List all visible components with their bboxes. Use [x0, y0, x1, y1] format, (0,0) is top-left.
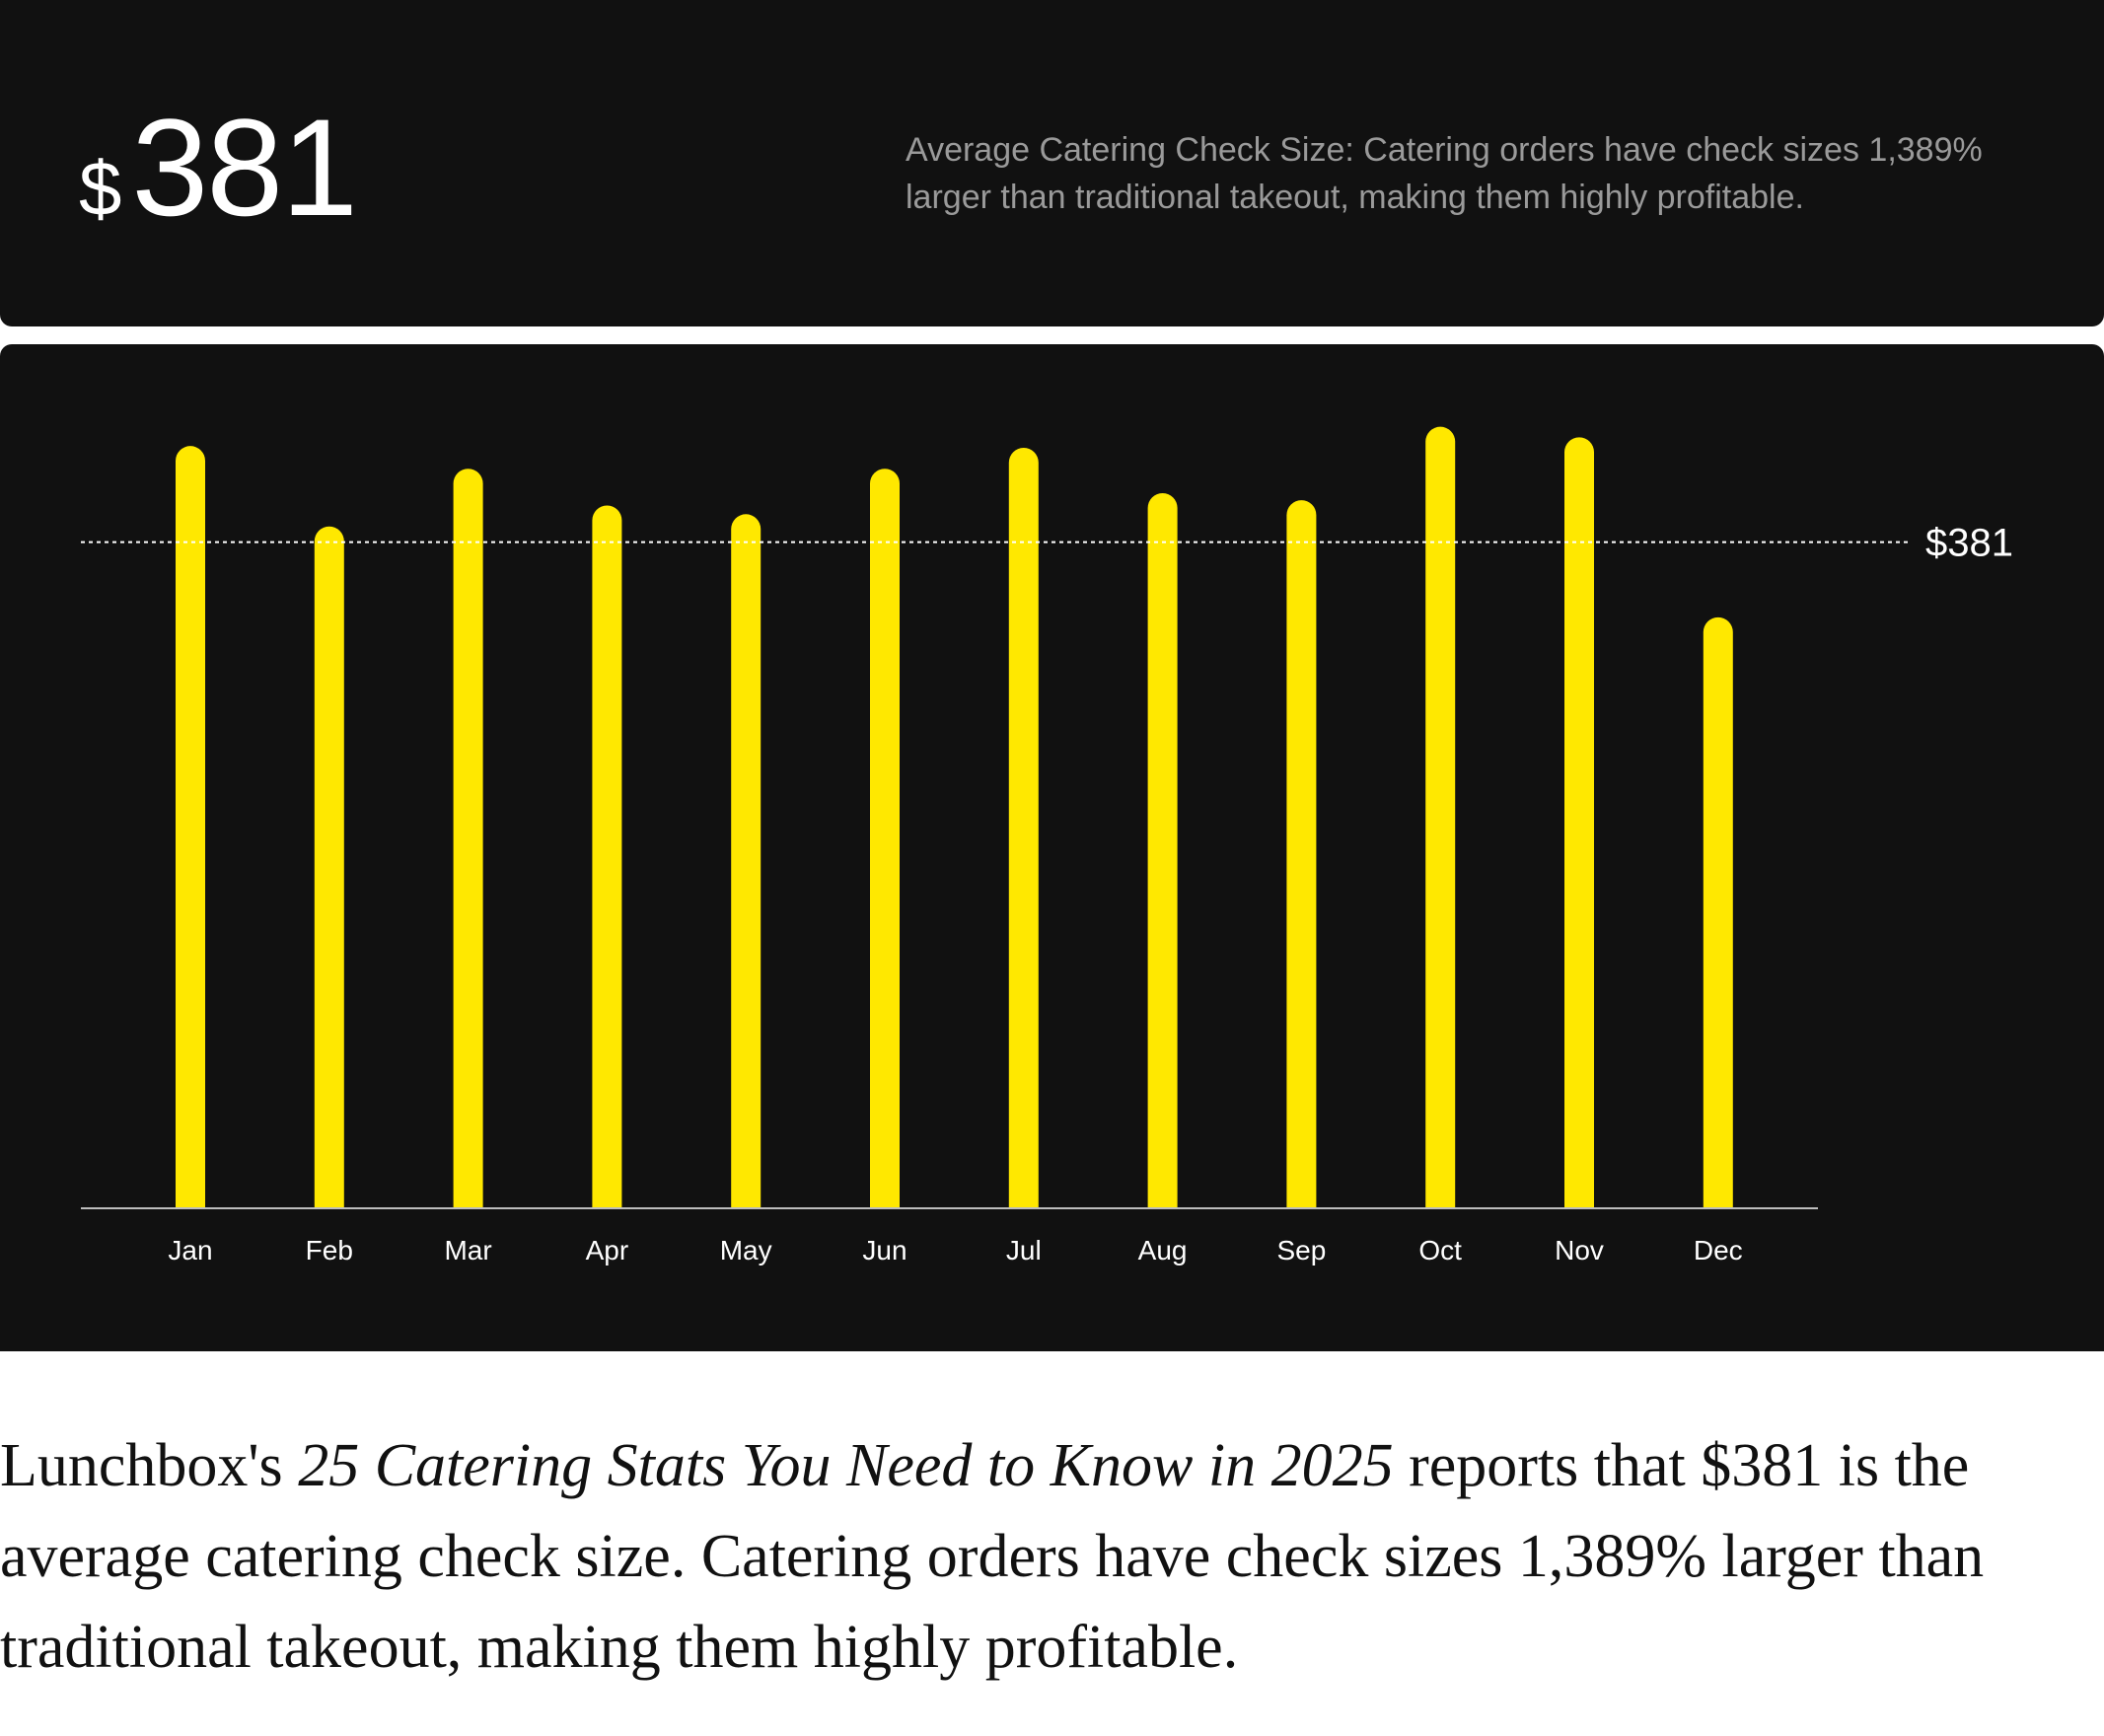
bar-dec: [1703, 616, 1733, 1223]
chart-panel: $381 Jan Feb Mar Apr May Jun Jul Aug Sep Oct Nov De…: [0, 344, 2104, 1351]
average-reference-label: $381: [1925, 522, 2013, 565]
bar-may: [731, 514, 762, 1223]
stat-description: Average Catering Check Size: Catering or…: [906, 131, 1983, 216]
x-tick-label-sep: Sep: [1276, 1235, 1326, 1266]
average-check-value: $ 381: [79, 90, 358, 245]
x-tick-label-apr: Apr: [586, 1235, 629, 1266]
x-tick-label-mar: Mar: [444, 1235, 491, 1266]
bar-chart: $381 Jan Feb Mar Apr May Jun Jul Aug Sep Oct Nov De…: [0, 426, 2104, 1266]
bar-jun: [870, 469, 900, 1223]
x-tick-label-jan: Jan: [168, 1235, 212, 1266]
bar-jul: [1008, 447, 1039, 1223]
bar-mar: [453, 469, 483, 1223]
caption: Lunchbox's 25 Catering Stats You Need to…: [0, 1420, 2104, 1693]
x-tick-label-nov: Nov: [1555, 1235, 1604, 1266]
summary-panel: $ 381 Average Catering Check Size: Cater…: [0, 0, 2104, 326]
caption-intro: Lunchbox's: [0, 1432, 299, 1499]
bar-feb: [314, 526, 344, 1223]
bar-jan: [176, 446, 205, 1223]
bar-nov: [1564, 437, 1594, 1223]
x-tick-label-feb: Feb: [306, 1235, 353, 1266]
x-tick-label-may: May: [720, 1235, 772, 1266]
caption-body: reports that $381 is the average caterin…: [0, 1432, 1985, 1681]
stat-number: 381: [131, 90, 358, 245]
caption-report-title: 25 Catering Stats You Need to Know in 20…: [298, 1432, 1394, 1499]
bar-apr: [592, 505, 622, 1223]
baseline-mask: [0, 1208, 2104, 1248]
bar-oct: [1425, 426, 1456, 1223]
bars-group: [0, 426, 2104, 1248]
x-tick-label-jun: Jun: [862, 1235, 907, 1266]
x-tick-label-oct: Oct: [1418, 1235, 1462, 1266]
bar-aug: [1147, 493, 1178, 1224]
x-tick-label-aug: Aug: [1138, 1235, 1188, 1266]
currency-symbol: $: [79, 145, 122, 232]
x-axis-labels: Jan Feb Mar Apr May Jun Jul Aug Sep Oct Nov Dec: [168, 1235, 1742, 1266]
x-tick-label-dec: Dec: [1694, 1235, 1743, 1266]
x-tick-label-jul: Jul: [1006, 1235, 1042, 1266]
bar-sep: [1286, 500, 1317, 1223]
